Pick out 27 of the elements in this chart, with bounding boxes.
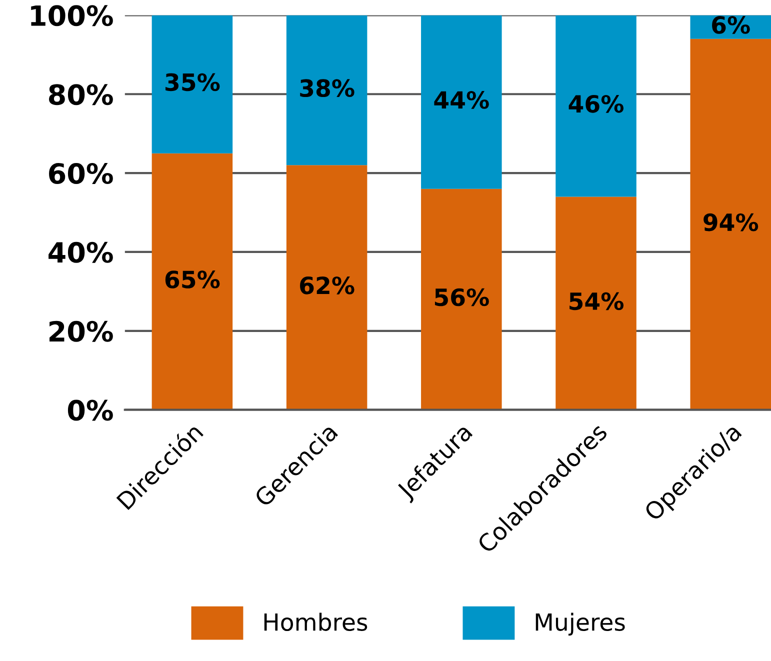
data-label: 62% (300, 276, 354, 294)
bar (421, 188, 502, 410)
bar (556, 15, 636, 197)
y-tick-label: 20% (50, 320, 113, 342)
legend-label: Mujeres (536, 612, 625, 636)
bar (286, 165, 368, 410)
data-label: 65% (165, 270, 220, 288)
bar (421, 15, 502, 189)
y-tick-label: 40% (48, 242, 113, 263)
data-label: 54% (570, 292, 624, 310)
data-label: 35% (166, 73, 220, 92)
bar (690, 38, 771, 410)
data-label: 6% (712, 16, 750, 34)
y-tick-label: 60% (49, 162, 113, 184)
y-tick-label: 0% (68, 400, 113, 421)
data-label: 44% (434, 91, 489, 109)
data-label: 38% (300, 79, 354, 98)
y-tick-label: 80% (49, 84, 113, 106)
bar (556, 196, 636, 410)
y-tick-label: 100% (31, 5, 113, 26)
bar (152, 15, 233, 154)
legend-label: Hombres (264, 612, 368, 631)
bar (152, 153, 233, 410)
data-label: 46% (568, 94, 624, 113)
data-label: 94% (704, 213, 758, 232)
bar (286, 15, 368, 166)
data-label: 56% (434, 288, 489, 306)
